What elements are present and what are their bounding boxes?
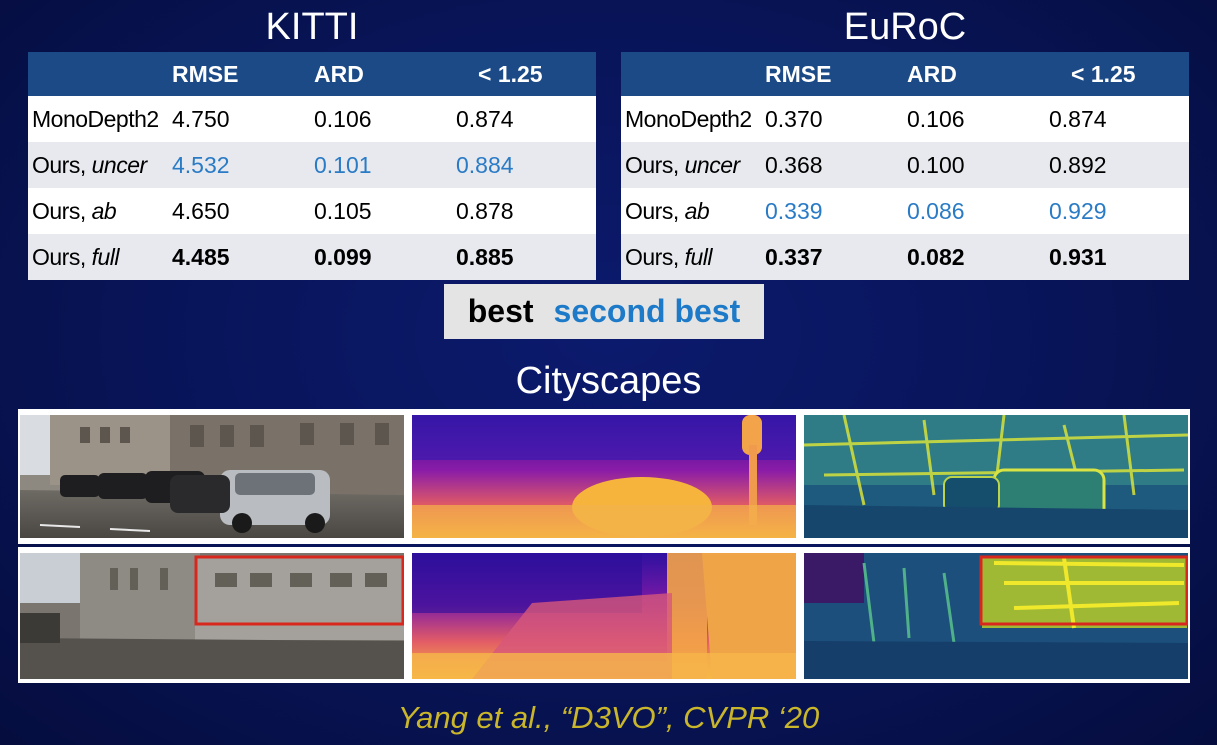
cityscapes-row-2 [18, 547, 1190, 683]
acc-cell: 0.931 [1049, 234, 1189, 280]
header-method [621, 52, 765, 96]
rmse-cell: 0.337 [765, 234, 907, 280]
legend-box: best second best [444, 284, 764, 339]
header-delta: < 1.25 [456, 52, 596, 96]
depth-image [412, 415, 796, 538]
depth-map-1 [412, 415, 796, 538]
table-row: Ours, full 4.485 0.099 0.885 [28, 234, 596, 280]
ard-cell: 0.106 [907, 105, 965, 132]
street-photo [20, 415, 404, 538]
street-photo [20, 553, 404, 679]
depth-image [412, 553, 796, 679]
method-cell: Ours, ab [32, 197, 117, 224]
cityscapes-row-1 [18, 409, 1190, 544]
euroc-results-table: RMSE ARD < 1.25 MonoDepth2 0.370 0.106 0… [621, 52, 1189, 280]
rmse-cell: 0.368 [765, 142, 907, 188]
table-row: Ours, uncer 0.368 0.100 0.892 [621, 142, 1189, 188]
acc-cell: 0.892 [1049, 142, 1189, 188]
table-row: MonoDepth2 0.370 0.106 0.874 [621, 96, 1189, 142]
acc-cell: 0.885 [456, 234, 596, 280]
rmse-cell: 4.650 [172, 197, 230, 224]
uncertainty-image [804, 415, 1188, 538]
acc-cell: 0.874 [1049, 105, 1107, 132]
legend-second-best: second best [553, 293, 741, 329]
ard-cell: 0.101 [314, 142, 456, 188]
header-rmse: RMSE [765, 52, 907, 96]
ard-cell: 0.082 [907, 234, 1049, 280]
method-cell: Ours, full [28, 234, 172, 280]
highlight-box [979, 555, 1188, 626]
method-cell: Ours, uncer [28, 142, 172, 188]
ard-cell: 0.105 [314, 197, 372, 224]
table-row: Ours, uncer 4.532 0.101 0.884 [28, 142, 596, 188]
cityscapes-title: Cityscapes [515, 360, 702, 402]
kitti-title: KITTI [265, 6, 359, 48]
euroc-title: EuRoC [843, 6, 967, 48]
header-method [28, 52, 172, 96]
header-ard: ARD [314, 52, 456, 96]
rgb-image-2 [20, 553, 404, 679]
uncertainty-map-2 [804, 553, 1188, 679]
table-header-row: RMSE ARD < 1.25 [28, 52, 596, 96]
table-header-row: RMSE ARD < 1.25 [621, 52, 1189, 96]
uncertainty-image [804, 553, 1188, 679]
rmse-cell: 4.485 [172, 234, 314, 280]
ard-cell: 0.100 [907, 142, 1049, 188]
method-cell: Ours, uncer [621, 142, 765, 188]
table-row: Ours, ab 0.339 0.086 0.929 [621, 188, 1189, 234]
ard-cell: 0.106 [314, 105, 372, 132]
header-delta: < 1.25 [1049, 52, 1189, 96]
uncertainty-map-1 [804, 415, 1188, 538]
acc-cell: 0.929 [1049, 197, 1107, 224]
legend-best: best [467, 293, 534, 329]
acc-cell: 0.874 [456, 105, 514, 132]
method-cell: Ours, ab [625, 197, 710, 224]
acc-cell: 0.878 [456, 197, 514, 224]
ard-cell: 0.099 [314, 234, 456, 280]
ard-cell: 0.086 [907, 197, 965, 224]
method-cell: MonoDepth2 [32, 105, 159, 132]
table-row: Ours, full 0.337 0.082 0.931 [621, 234, 1189, 280]
rmse-cell: 4.750 [172, 105, 230, 132]
highlight-box [194, 555, 404, 626]
header-rmse: RMSE [172, 52, 314, 96]
method-cell: Ours, full [621, 234, 765, 280]
kitti-results-table: RMSE ARD < 1.25 MonoDepth2 4.750 0.106 0… [28, 52, 596, 280]
citation: Yang et al., “D3VO”, CVPR ‘20 [397, 700, 820, 735]
rmse-cell: 4.532 [172, 142, 314, 188]
header-ard: ARD [907, 52, 1049, 96]
depth-map-2 [412, 553, 796, 679]
rmse-cell: 0.370 [765, 105, 823, 132]
rmse-cell: 0.339 [765, 197, 823, 224]
method-cell: MonoDepth2 [625, 105, 752, 132]
table-row: Ours, ab 4.650 0.105 0.878 [28, 188, 596, 234]
acc-cell: 0.884 [456, 142, 596, 188]
rgb-image-1 [20, 415, 404, 538]
table-row: MonoDepth2 4.750 0.106 0.874 [28, 96, 596, 142]
